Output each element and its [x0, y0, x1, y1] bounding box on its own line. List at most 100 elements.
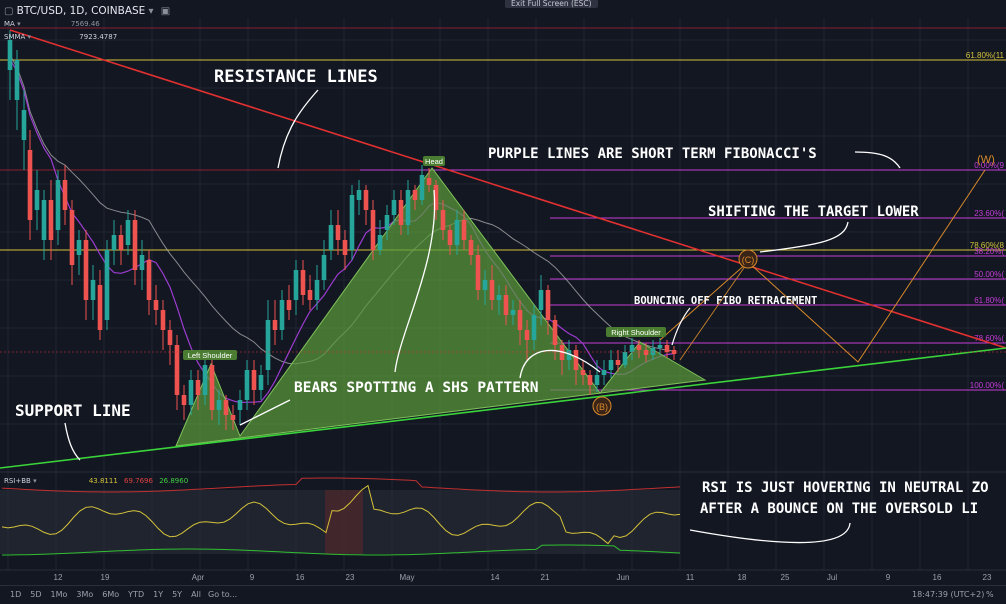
- ma-value: 7569.46: [70, 20, 100, 28]
- candle-body: [209, 365, 215, 410]
- candle-body: [433, 185, 439, 210]
- rsi-lower-value: 26.8960: [159, 477, 189, 485]
- candle-body: [34, 190, 40, 210]
- rsi-annotation-2: AFTER A BOUNCE ON THE OVERSOLD LI: [700, 501, 978, 517]
- range-button-1mo[interactable]: 1Mo: [50, 590, 68, 599]
- x-tick-label: 25: [781, 573, 790, 582]
- candle-body: [174, 345, 180, 395]
- fib-label: 78.60%(8: [970, 241, 1005, 250]
- range-button-6mo[interactable]: 6Mo: [102, 590, 120, 599]
- bears-arrow-3: [519, 349, 601, 379]
- fibonacci-levels: 61.80%(11 0.00%(9 23.60%(78.60%(838.20%(50…: [0, 27, 1006, 391]
- candle-body: [363, 190, 369, 210]
- wave-c-label: (C): [742, 255, 755, 265]
- chevron-down-icon[interactable]: ▾: [17, 20, 21, 28]
- fib-label: 23.60%(: [974, 209, 1004, 218]
- rsi-upper-band: [1, 477, 681, 493]
- candle-body: [48, 200, 54, 240]
- candle-body: [594, 375, 600, 385]
- candle-body: [21, 110, 27, 140]
- candle-body: [55, 180, 61, 230]
- candle-body: [328, 225, 334, 250]
- rsi-overbought-zone: [325, 490, 363, 554]
- settings-icon[interactable]: ▣: [160, 6, 171, 17]
- collapse-icon[interactable]: ▢: [4, 6, 14, 17]
- range-button-1d[interactable]: 1D: [10, 590, 22, 599]
- symbol-title[interactable]: BTC/USD, 1D, COINBASE: [16, 5, 146, 17]
- candle-body: [125, 220, 131, 245]
- range-button-all[interactable]: All: [191, 590, 201, 599]
- fib-label: 61.80%(: [974, 296, 1004, 305]
- candle-body: [300, 270, 306, 295]
- candle-body: [216, 400, 222, 410]
- chevron-down-icon[interactable]: ▾: [27, 33, 32, 41]
- range-buttons: 1D 5D 1Mo 3Mo 6Mo YTD 1Y 5Y All: [10, 590, 210, 599]
- range-button-1y[interactable]: 1Y: [153, 590, 164, 599]
- candle-body: [552, 320, 558, 345]
- left-shoulder-label: Left Shoulder: [188, 351, 233, 360]
- fib-label: 100.00%(: [970, 381, 1005, 390]
- chevron-down-icon[interactable]: ▾: [33, 477, 37, 485]
- right-shoulder-tag: Right Shoulder: [606, 327, 666, 337]
- percent-toggle[interactable]: %: [986, 590, 994, 599]
- candle-body: [356, 190, 362, 200]
- x-tick-label: 9: [250, 573, 255, 582]
- rsi-line: [1, 484, 681, 545]
- candle-body: [146, 260, 152, 300]
- left-shoulder-tag: Left Shoulder: [183, 350, 237, 360]
- candle-body: [335, 225, 341, 240]
- x-tick-label: 21: [541, 573, 550, 582]
- candle-body: [398, 200, 404, 225]
- range-button-3mo[interactable]: 3Mo: [76, 590, 94, 599]
- wave-b-marker: (B): [592, 396, 612, 416]
- wave-projection-2: [679, 261, 749, 361]
- candle-body: [566, 350, 572, 360]
- exit-fullscreen-button[interactable]: Exit Full Screen (ESC): [505, 0, 598, 8]
- x-tick-label: 18: [738, 573, 747, 582]
- range-button-ytd[interactable]: YTD: [128, 590, 145, 599]
- rsi-annotation-1: RSI IS JUST HOVERING IN NEUTRAL ZO: [702, 480, 989, 496]
- candle-body: [391, 200, 397, 215]
- x-tick-label: 11: [686, 573, 695, 582]
- candle-body: [377, 235, 383, 250]
- fib-label: 50.00%(: [974, 270, 1004, 279]
- wave-w-label: (W): [977, 154, 995, 166]
- rsi-lower-band: [2, 544, 681, 556]
- candle-body: [608, 360, 614, 370]
- candle-body: [314, 280, 320, 300]
- candle-body: [307, 290, 313, 300]
- candle-body: [76, 240, 82, 255]
- bouncing-annotation: BOUNCING OFF FIBO RETRACEMENT: [634, 295, 817, 307]
- head-tag: Head: [423, 156, 445, 166]
- candle-body: [251, 370, 257, 390]
- goto-button[interactable]: Go to...: [208, 590, 238, 599]
- candle-body: [496, 295, 502, 300]
- bottom-toolbar: 1D 5D 1Mo 3Mo 6Mo YTD 1Y 5Y All Go to... 18:47:3…: [0, 585, 1006, 604]
- x-tick-label: Jul: [827, 573, 837, 582]
- candle-body: [279, 300, 285, 330]
- candle-body: [531, 315, 537, 340]
- range-button-5y[interactable]: 5Y: [172, 590, 183, 599]
- x-tick-label: Jun: [617, 573, 630, 582]
- candle-body: [643, 350, 649, 355]
- range-button-5d[interactable]: 5D: [30, 590, 42, 599]
- candle-body: [230, 415, 236, 420]
- rsi-label[interactable]: RSI+BB: [4, 477, 31, 485]
- candles: [7, 30, 677, 430]
- candle-body: [62, 180, 68, 210]
- resistance-annotation: RESISTANCE LINES: [214, 67, 378, 87]
- candle-body: [468, 240, 474, 255]
- ma-label[interactable]: MA: [4, 20, 15, 28]
- rsi-upper-value: 69.7696: [124, 477, 153, 485]
- chevron-down-icon[interactable]: ▾: [148, 6, 154, 17]
- wave-c-marker: (C): [738, 249, 758, 269]
- rsi-arrow: [689, 522, 851, 544]
- candle-body: [447, 230, 453, 245]
- x-tick-label: 23: [346, 573, 355, 582]
- shs-pattern-area: [175, 167, 707, 447]
- candle-body: [671, 350, 677, 354]
- header-bar: ▢ BTC/USD, 1D, COINBASE ▾ ▣: [4, 5, 170, 17]
- candle-body: [97, 285, 103, 330]
- smma-label[interactable]: SMMA: [4, 33, 26, 41]
